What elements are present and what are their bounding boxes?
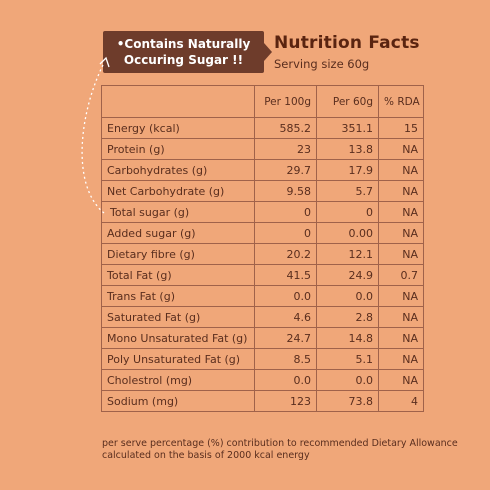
rda-value: NA xyxy=(378,180,424,202)
per-100g-value: 0.0 xyxy=(254,285,317,307)
per-100g-value: 9.58 xyxy=(254,180,317,202)
column-header-nutrient xyxy=(101,85,255,118)
serving-size: Serving size 60g xyxy=(274,57,370,71)
nutrient-name: Dietary fibre (g) xyxy=(101,243,255,265)
per-60g-value: 14.8 xyxy=(316,327,379,349)
per-100g-value: 0 xyxy=(254,222,317,244)
per-60g-value: 2.8 xyxy=(316,306,379,328)
nutrient-name: Energy (kcal) xyxy=(101,117,255,139)
rda-value: NA xyxy=(378,159,424,181)
rda-value: NA xyxy=(378,327,424,349)
table-row: Saturated Fat (g) 4.6 2.8 NA xyxy=(101,306,424,328)
per-100g-value: 585.2 xyxy=(254,117,317,139)
table-row: Net Carbohydrate (g) 9.58 5.7 NA xyxy=(101,180,424,202)
rda-value: 0.7 xyxy=(378,264,424,286)
nutrient-name: Added sugar (g) xyxy=(101,222,255,244)
per-60g-value: 5.7 xyxy=(316,180,379,202)
table-row: Sodium (mg) 123 73.8 4 xyxy=(101,390,424,412)
nutrition-table: Per 100g Per 60g % RDA Energy (kcal) 585… xyxy=(101,85,424,412)
table-row: Mono Unsaturated Fat (g) 24.7 14.8 NA xyxy=(101,327,424,349)
column-header-rda: % RDA xyxy=(378,85,424,118)
rda-footnote: per serve percentage (%) contribution to… xyxy=(102,438,458,461)
per-100g-value: 29.7 xyxy=(254,159,317,181)
rda-value: NA xyxy=(378,243,424,265)
per-100g-value: 123 xyxy=(254,390,317,412)
per-60g-value: 0.00 xyxy=(316,222,379,244)
rda-value: NA xyxy=(378,201,424,223)
nutrient-name: Protein (g) xyxy=(101,138,255,160)
table-row: Protein (g) 23 13.8 NA xyxy=(101,138,424,160)
rda-value: NA xyxy=(378,138,424,160)
nutrient-name: Total sugar (g) xyxy=(101,201,255,223)
table-row: Cholestrol (mg) 0.0 0.0 NA xyxy=(101,369,424,391)
table-row: Carbohydrates (g) 29.7 17.9 NA xyxy=(101,159,424,181)
rda-value: NA xyxy=(378,285,424,307)
per-100g-value: 0 xyxy=(254,201,317,223)
table-row: Total Fat (g) 41.5 24.9 0.7 xyxy=(101,264,424,286)
rda-value: NA xyxy=(378,348,424,370)
callout-line-2: Occuring Sugar !! xyxy=(123,53,244,67)
per-60g-value: 13.8 xyxy=(316,138,379,160)
nutrient-name: Trans Fat (g) xyxy=(101,285,255,307)
table-header-row: Per 100g Per 60g % RDA xyxy=(101,85,424,118)
per-60g-value: 12.1 xyxy=(316,243,379,265)
nutrient-name: Sodium (mg) xyxy=(101,390,255,412)
naturally-occurring-sugar-callout: •Contains Naturally Occuring Sugar !! xyxy=(103,31,264,73)
per-60g-value: 0.0 xyxy=(316,285,379,307)
per-60g-value: 0 xyxy=(316,201,379,223)
nutrient-name: Carbohydrates (g) xyxy=(101,159,255,181)
table-row: Energy (kcal) 585.2 351.1 15 xyxy=(101,117,424,139)
nutrient-name: Mono Unsaturated Fat (g) xyxy=(101,327,255,349)
per-100g-value: 23 xyxy=(254,138,317,160)
nutrient-name: Saturated Fat (g) xyxy=(101,306,255,328)
table-row: Total sugar (g) 0 0 NA xyxy=(101,201,424,223)
per-60g-value: 73.8 xyxy=(316,390,379,412)
table-row: Added sugar (g) 0 0.00 NA xyxy=(101,222,424,244)
per-100g-value: 8.5 xyxy=(254,348,317,370)
per-60g-value: 5.1 xyxy=(316,348,379,370)
per-60g-value: 17.9 xyxy=(316,159,379,181)
per-100g-value: 0.0 xyxy=(254,369,317,391)
per-100g-value: 4.6 xyxy=(254,306,317,328)
nutrient-name: Cholestrol (mg) xyxy=(101,369,255,391)
column-header-per-100g: Per 100g xyxy=(254,85,317,118)
rda-value: NA xyxy=(378,369,424,391)
per-100g-value: 20.2 xyxy=(254,243,317,265)
nutrient-name: Total Fat (g) xyxy=(101,264,255,286)
rda-value: 15 xyxy=(378,117,424,139)
rda-value: NA xyxy=(378,306,424,328)
nutrient-name: Net Carbohydrate (g) xyxy=(101,180,255,202)
page-title: Nutrition Facts xyxy=(274,33,420,53)
per-100g-value: 24.7 xyxy=(254,327,317,349)
rda-value: 4 xyxy=(378,390,424,412)
table-row: Dietary fibre (g) 20.2 12.1 NA xyxy=(101,243,424,265)
per-60g-value: 0.0 xyxy=(316,369,379,391)
per-100g-value: 41.5 xyxy=(254,264,317,286)
table-row: Trans Fat (g) 0.0 0.0 NA xyxy=(101,285,424,307)
callout-line-1: •Contains Naturally xyxy=(116,37,251,51)
nutrient-name: Poly Unsaturated Fat (g) xyxy=(101,348,255,370)
callout-pointer xyxy=(264,43,272,61)
table-row: Poly Unsaturated Fat (g) 8.5 5.1 NA xyxy=(101,348,424,370)
per-60g-value: 351.1 xyxy=(316,117,379,139)
column-header-per-60g: Per 60g xyxy=(316,85,379,118)
per-60g-value: 24.9 xyxy=(316,264,379,286)
rda-value: NA xyxy=(378,222,424,244)
